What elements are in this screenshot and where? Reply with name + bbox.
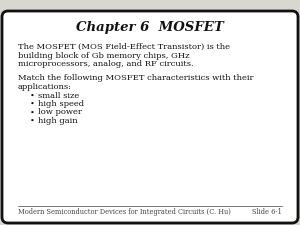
Text: high gain: high gain [38,117,78,125]
Text: Modern Semiconductor Devices for Integrated Circuits (C. Hu): Modern Semiconductor Devices for Integra… [18,208,231,216]
Text: applications:: applications: [18,83,72,91]
Text: building block of Gb memory chips, GHz: building block of Gb memory chips, GHz [18,52,190,59]
Text: high speed: high speed [38,100,84,108]
Text: •: • [30,100,34,108]
Text: The MOSFET (MOS Field-Effect Transistor) is the: The MOSFET (MOS Field-Effect Transistor)… [18,43,230,51]
Text: •: • [30,108,34,117]
Text: Slide 6-1: Slide 6-1 [252,208,282,216]
Text: small size: small size [38,92,79,99]
Text: microprocessors, analog, and RF circuits.: microprocessors, analog, and RF circuits… [18,60,194,68]
Text: Chapter 6  MOSFET: Chapter 6 MOSFET [76,21,224,34]
Text: Match the following MOSFET characteristics with their: Match the following MOSFET characteristi… [18,74,253,83]
Text: •: • [30,92,34,99]
Text: low power: low power [38,108,82,117]
FancyBboxPatch shape [2,11,298,223]
Text: •: • [30,117,34,125]
